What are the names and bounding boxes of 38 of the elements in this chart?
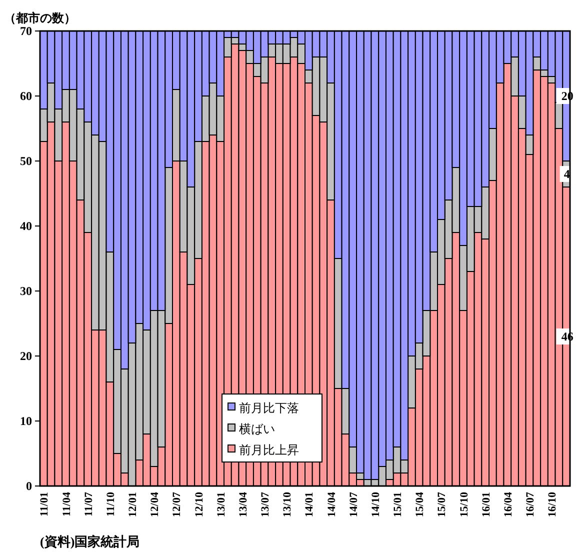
x-tick-label: 14/01 <box>304 492 316 518</box>
x-tick-label: 15/01 <box>392 492 404 518</box>
y-axis-title: （都市の数） <box>4 11 76 25</box>
x-tick-label: 16/04 <box>502 492 514 518</box>
x-tick-label: 16/01 <box>480 492 492 518</box>
x-tick-label: 12/10 <box>193 492 206 518</box>
y-tick-label: 10 <box>20 414 32 428</box>
y-tick-label: 30 <box>20 284 32 298</box>
x-tick-label: 14/07 <box>348 492 360 518</box>
x-tick-label: 12/04 <box>149 492 162 518</box>
x-tick-label: 15/10 <box>458 492 470 518</box>
y-tick-label: 70 <box>20 24 32 38</box>
x-tick-label: 16/10 <box>546 492 559 518</box>
x-tick-label: 15/04 <box>414 492 426 518</box>
x-tick-label: 11/10 <box>104 492 117 516</box>
x-tick-label: 13/07 <box>260 492 272 518</box>
data-label: 4 <box>564 167 570 181</box>
x-tick-label: 15/07 <box>436 492 448 518</box>
y-tick-label: 20 <box>20 349 32 363</box>
y-tick-label: 40 <box>20 219 32 233</box>
x-tick-label: 12/01 <box>127 492 140 518</box>
legend-label: 前月比下落 <box>239 401 299 415</box>
x-tick-label: 12/07 <box>171 492 184 518</box>
y-tick-label: 50 <box>20 154 32 168</box>
x-tick-label: 11/07 <box>82 492 95 516</box>
x-tick-label: 14/04 <box>326 492 338 518</box>
y-tick-label: 60 <box>20 89 32 103</box>
x-tick-label: 11/01 <box>38 492 51 516</box>
x-tick-label: 16/07 <box>524 492 537 518</box>
x-tick-label: 13/01 <box>215 492 228 518</box>
x-tick-label: 13/04 <box>237 492 250 518</box>
legend-label: 横ばい <box>239 422 275 436</box>
y-tick-label: 0 <box>26 479 32 493</box>
legend-label: 前月比上昇 <box>239 443 299 457</box>
x-tick-label: 14/10 <box>370 492 382 518</box>
x-tick-label: 13/10 <box>282 492 294 518</box>
x-tick-label: 11/04 <box>60 492 73 516</box>
text: (資料)国家統計局 <box>40 534 140 549</box>
